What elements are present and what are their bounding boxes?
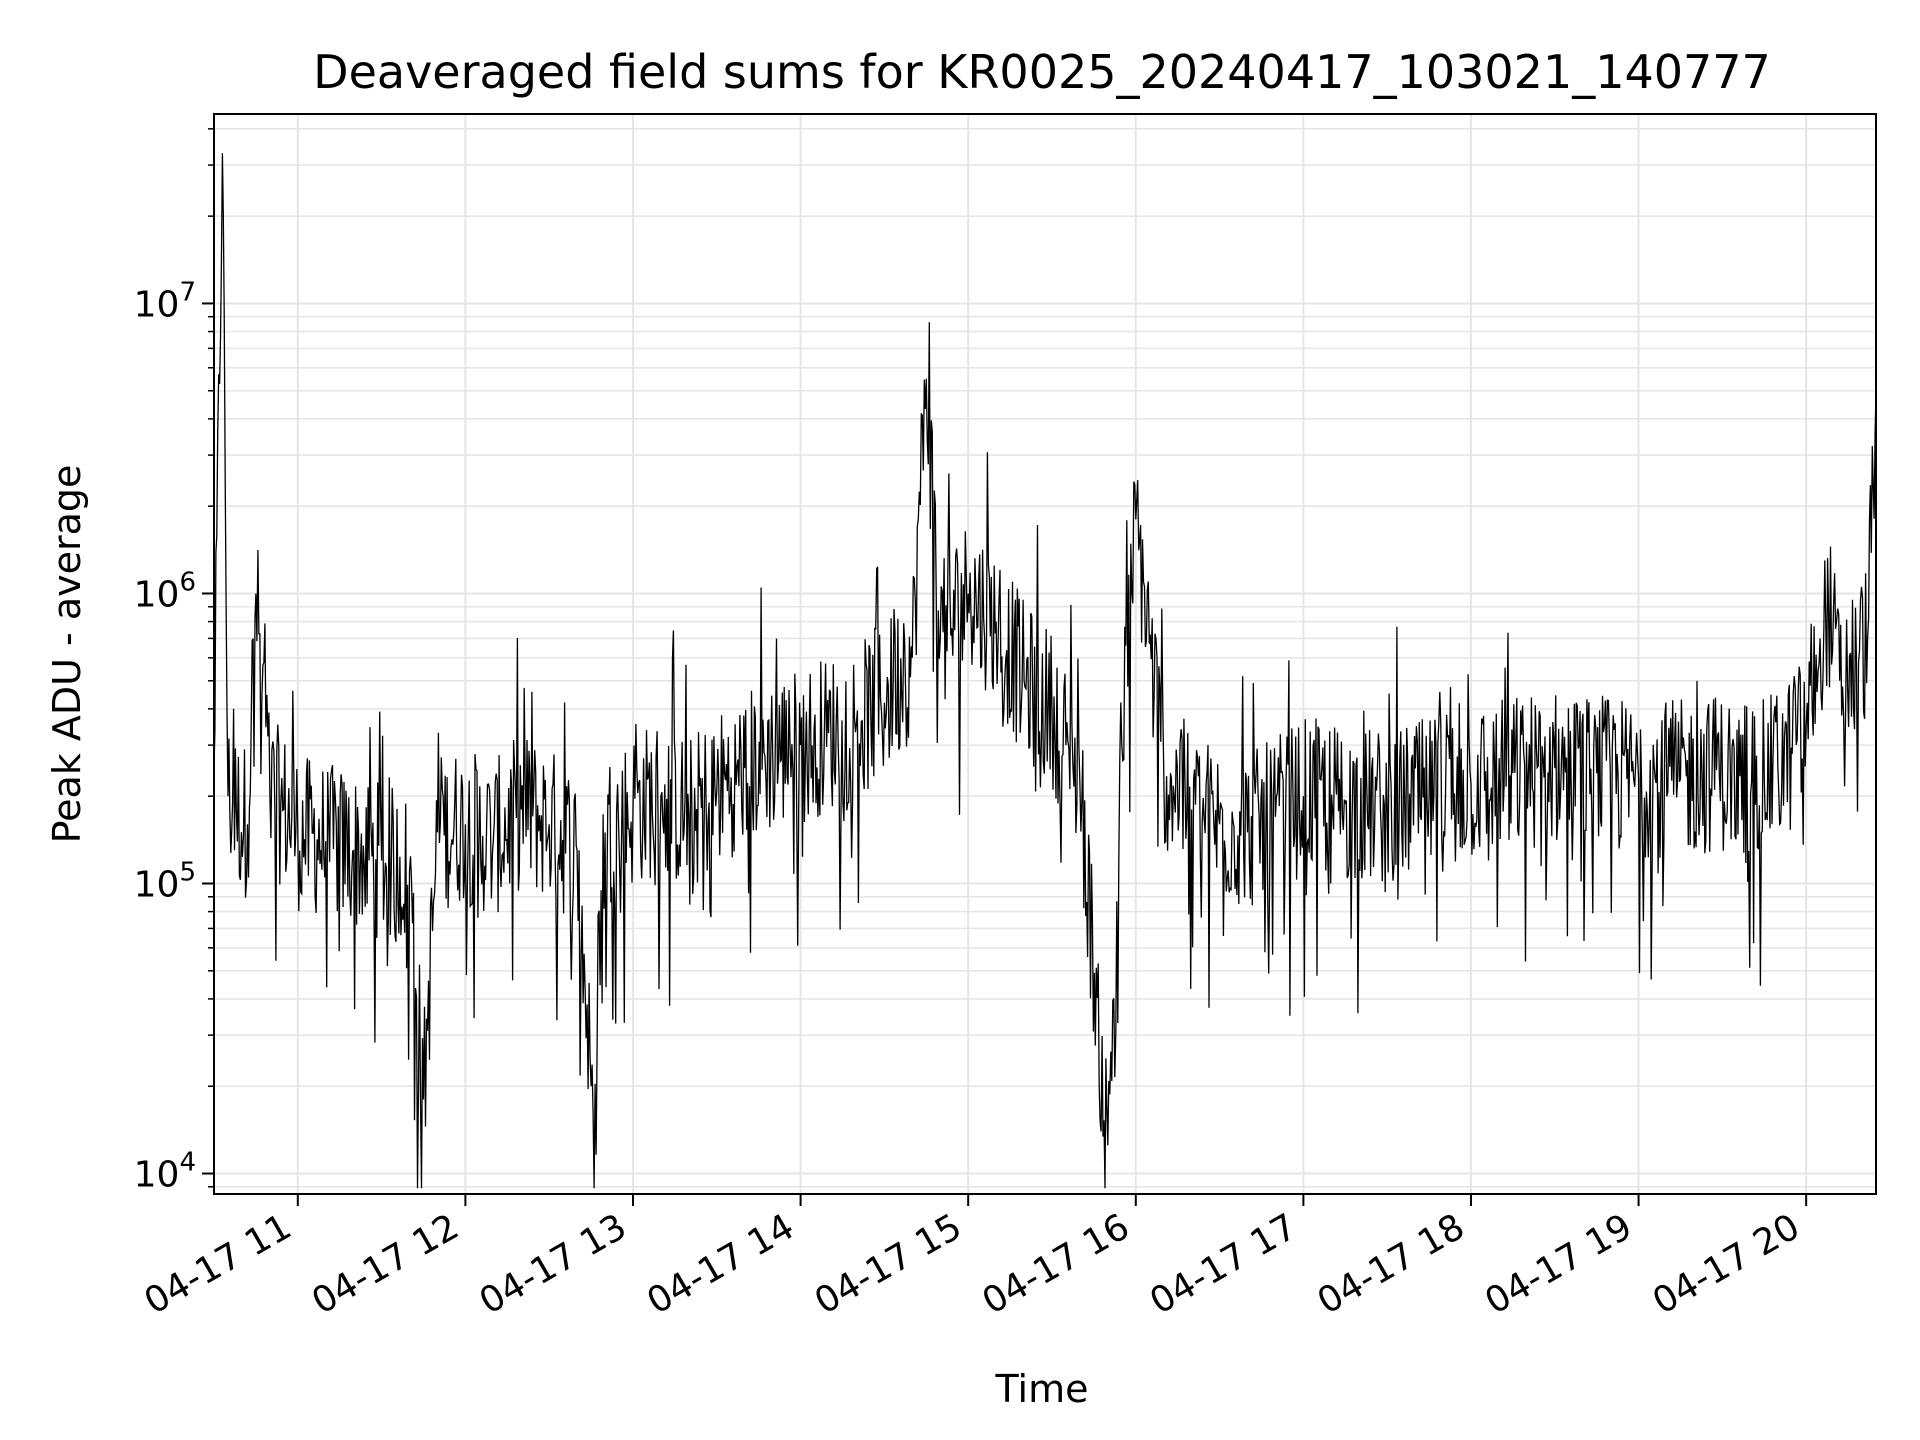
y-tick-label: 104 [134, 1148, 196, 1196]
y-tick-label: 105 [134, 858, 196, 906]
y-axis: 104 105 106 107 [134, 128, 214, 1196]
y-tick-label: 106 [134, 567, 196, 615]
chart-title: Deaveraged field sums for KR0025_2024041… [313, 45, 1771, 99]
plot-frame [213, 113, 1877, 1195]
y-tick-label: 107 [134, 277, 196, 325]
grid-lines [214, 114, 1876, 1194]
y-axis-label: Peak ADU - average [45, 465, 89, 844]
series-line [213, 153, 1877, 1189]
x-axis-label: Time [995, 1367, 1089, 1411]
